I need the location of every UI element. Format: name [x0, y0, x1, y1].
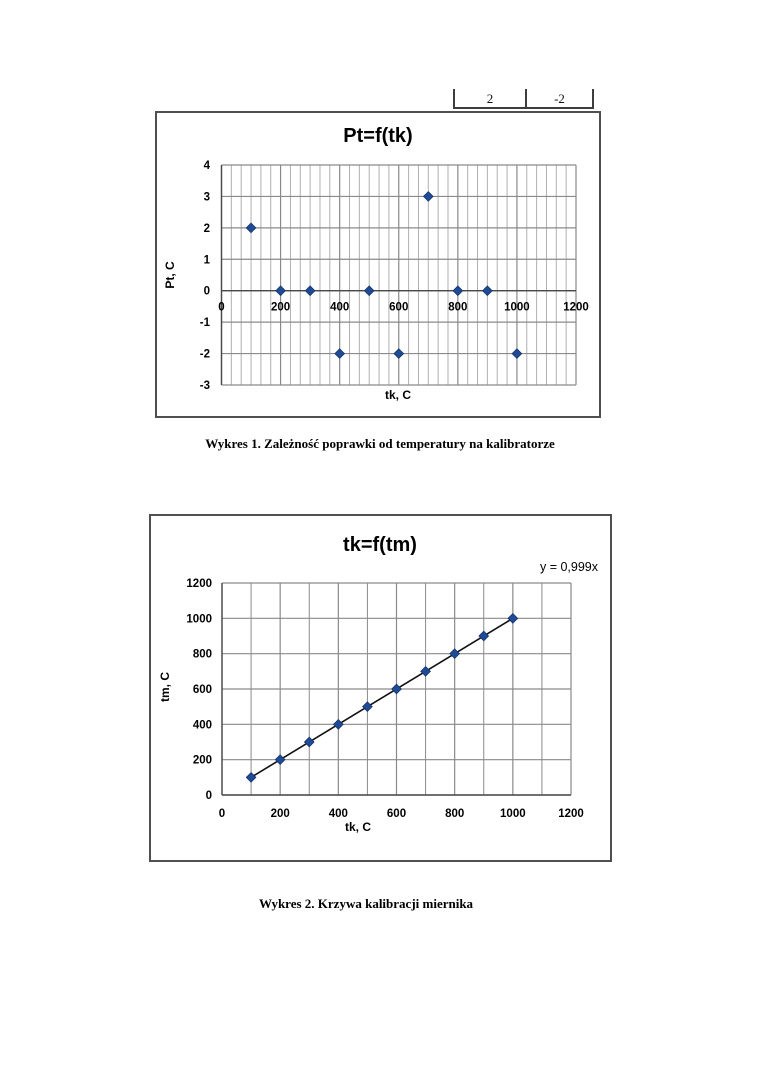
chart-2-y-axis-title: tm, C [158, 672, 172, 702]
svg-text:600: 600 [389, 302, 408, 314]
svg-text:0: 0 [218, 302, 224, 314]
chart-1-x-axis-title: tk, C [385, 388, 411, 402]
svg-text:600: 600 [193, 684, 212, 696]
caption-wykres-1: Wykres 1. Zależność poprawki od temperat… [205, 436, 555, 451]
data-point-marker [449, 648, 461, 660]
svg-text:0: 0 [219, 808, 225, 820]
svg-text:1200: 1200 [563, 302, 589, 314]
svg-text:4: 4 [204, 160, 211, 172]
svg-text:200: 200 [271, 808, 290, 820]
svg-text:-2: -2 [200, 349, 210, 361]
svg-text:-1: -1 [200, 317, 211, 329]
svg-text:600: 600 [387, 808, 406, 820]
svg-text:800: 800 [193, 649, 212, 661]
table-fragment-border [592, 89, 594, 109]
chart-1-frame: 0 200 400 600 800 1000 1200 4 3 2 1 0 -1 -2 -3 Pt=f(tk… [155, 111, 601, 418]
data-point-marker [245, 771, 257, 783]
data-point-marker [452, 285, 464, 297]
data-point-marker [422, 191, 434, 202]
svg-text:1200: 1200 [558, 808, 584, 820]
chart-2-frame: 0 200 400 600 800 1000 1200 1200 1000 800 600 400 20… [149, 514, 612, 862]
svg-text:3: 3 [204, 191, 210, 203]
data-point-marker [482, 285, 493, 297]
chart-1-y-axis-title: Pt, C [163, 261, 177, 289]
svg-text:800: 800 [445, 808, 464, 820]
data-point-marker [304, 285, 316, 297]
data-point-marker [478, 630, 490, 642]
svg-text:400: 400 [330, 302, 349, 314]
data-point-marker [274, 754, 286, 766]
data-point-marker [507, 612, 519, 624]
data-point-marker [332, 718, 344, 730]
chart-2-title: tk=f(tm) [343, 534, 417, 556]
data-point-marker [245, 222, 257, 234]
chart-2-plot: 0 200 400 600 800 1000 1200 1200 1000 800 600 400 20… [149, 514, 612, 862]
caption-wykres-2: Wykres 2. Krzywa kalibracji miernika [258, 896, 474, 911]
data-point-marker [362, 701, 373, 713]
data-point-marker [303, 736, 315, 748]
table-cell: -2 [554, 91, 565, 106]
data-point-marker [511, 348, 523, 359]
data-point-marker [275, 285, 286, 297]
svg-text:200: 200 [271, 302, 290, 314]
data-point-marker [363, 285, 375, 297]
svg-text:400: 400 [193, 719, 212, 731]
data-point-marker [391, 683, 402, 695]
svg-text:1000: 1000 [504, 302, 530, 314]
svg-text:0: 0 [204, 286, 210, 298]
table-fragment-border [525, 89, 527, 109]
svg-text:1: 1 [204, 254, 211, 266]
svg-text:1000: 1000 [186, 613, 212, 625]
table-fragment-border [453, 107, 594, 109]
svg-text:1000: 1000 [500, 808, 526, 820]
table-cell: 2 [486, 91, 494, 106]
data-point-marker [334, 348, 346, 359]
svg-text:0: 0 [206, 790, 212, 802]
svg-text:400: 400 [329, 808, 348, 820]
svg-text:800: 800 [448, 302, 467, 314]
chart-1-title: Pt=f(tk) [343, 125, 412, 147]
chart-1-plot: 0 200 400 600 800 1000 1200 4 3 2 1 0 -1 -2 -3 Pt=f(tk… [155, 111, 601, 418]
table-fragment-border [453, 89, 455, 109]
trendline-equation: y = 0,999x [540, 560, 599, 574]
data-point-marker [393, 348, 405, 359]
chart-2-x-axis-title: tk, C [345, 820, 371, 834]
svg-text:2: 2 [204, 223, 210, 235]
data-point-marker [420, 665, 431, 677]
svg-text:1200: 1200 [186, 578, 212, 590]
svg-text:200: 200 [193, 755, 212, 767]
svg-text:-3: -3 [200, 380, 210, 392]
